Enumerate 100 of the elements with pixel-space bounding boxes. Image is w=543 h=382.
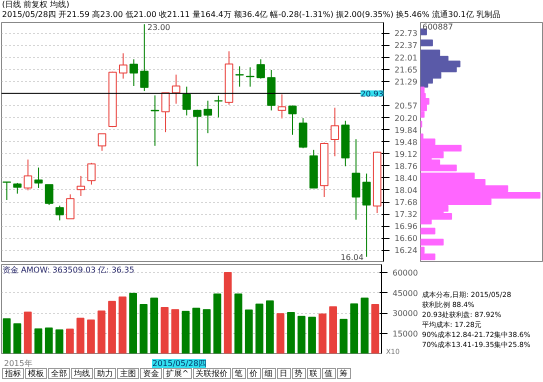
candlestick — [130, 58, 138, 87]
bar — [34, 328, 42, 354]
y-tick-label: 17.32 — [394, 210, 418, 220]
candlestick — [193, 109, 202, 167]
y-tick-label: 15000 — [392, 329, 418, 338]
bar — [171, 309, 180, 354]
bar — [98, 310, 106, 354]
text: 笔 — [232, 368, 246, 379]
bar — [118, 296, 126, 354]
chart-subtitle: 2015/05/28四 开21.59 高23.00 低21.00 收21.11 量164.4万 额36.4亿 幅-0.28(-1.31%) 振2.00(9.35%) 换5.46% 流通30.1亿 乳制品 — [2, 10, 500, 19]
bar — [44, 328, 53, 354]
candlestick — [330, 107, 340, 157]
bar — [329, 306, 337, 354]
y-tick-label: 19.12 — [394, 150, 418, 159]
bar — [244, 309, 253, 354]
candlestick — [161, 92, 170, 133]
ref-line-label: 20.93 — [360, 89, 384, 98]
bar — [129, 292, 137, 354]
y-tick-label: 16.96 — [394, 222, 418, 232]
text: 指标 — [2, 368, 24, 379]
text: 日 — [276, 368, 291, 379]
y-tick-label: 19.48 — [394, 138, 418, 147]
bar — [13, 323, 22, 354]
candlestick — [34, 167, 43, 188]
bar — [160, 307, 169, 354]
text: 扩展^ — [163, 368, 192, 379]
candlestick — [13, 182, 22, 194]
bar — [66, 328, 74, 354]
bar — [318, 313, 326, 354]
candlestick — [256, 58, 265, 80]
candlestick — [76, 175, 86, 196]
y-tick-label: 22.73 — [394, 29, 418, 38]
y-tick-label: 19.84 — [394, 126, 418, 135]
y-tick-label: 16.24 — [394, 246, 418, 256]
y-tick-label: 22.37 — [394, 41, 418, 50]
text: 筹 — [336, 368, 351, 379]
candlestick — [44, 184, 54, 206]
bar — [213, 294, 222, 354]
bar — [108, 300, 116, 354]
candlestick — [352, 138, 360, 220]
bar — [224, 272, 232, 354]
y-tick-label: 18.76 — [394, 162, 418, 171]
bar — [234, 294, 242, 354]
y-tick-label: 20.57 — [394, 101, 418, 110]
candlestick — [204, 100, 212, 134]
text: 势 — [292, 368, 306, 379]
text: 资金 — [140, 368, 162, 379]
chart-title: (日线 前复权 均线) — [2, 0, 70, 9]
text: 细 — [262, 368, 276, 379]
candlestick — [140, 24, 149, 92]
text: 价 — [246, 368, 261, 379]
text: 助力 — [94, 368, 116, 379]
bar — [340, 318, 348, 354]
bar — [192, 308, 200, 354]
candlestick — [118, 52, 128, 80]
y-tick-label: 45000 — [392, 288, 418, 298]
bar — [360, 298, 369, 354]
text: 全部 — [48, 368, 70, 379]
bar — [87, 320, 95, 354]
y-tick-label: 22.01 — [394, 53, 418, 62]
bar — [24, 312, 32, 354]
bar — [255, 304, 264, 354]
bar — [276, 313, 284, 354]
candlestick — [2, 181, 11, 200]
y-tick-label: 16.60 — [394, 234, 418, 244]
annotation: 23.00 — [147, 23, 170, 32]
bar — [140, 304, 148, 354]
annotation: 16.04 — [340, 252, 364, 262]
bar — [182, 310, 190, 354]
candlestick — [278, 94, 286, 119]
text: 关联报价 — [192, 368, 231, 379]
y-tick-label: 18.04 — [394, 186, 418, 195]
bar — [350, 303, 358, 354]
bar — [371, 304, 380, 354]
candlestick — [362, 173, 371, 258]
candlestick — [214, 95, 223, 118]
candlestick — [235, 66, 244, 88]
text: 值 — [322, 368, 336, 379]
bar — [2, 318, 11, 354]
bar — [298, 316, 306, 354]
candlestick — [87, 162, 96, 186]
annotation: 600887 — [422, 22, 454, 32]
bar — [150, 298, 158, 354]
bar — [420, 228, 436, 234]
bar — [55, 329, 64, 354]
text: 均线 — [71, 368, 93, 379]
candlestick — [182, 86, 191, 116]
candlestick — [55, 205, 64, 221]
candlestick — [66, 194, 74, 220]
bar — [202, 309, 211, 354]
text: 2015年 — [4, 359, 32, 368]
y-tick-label: 17.68 — [394, 198, 418, 207]
y-tick-label: 18.40 — [394, 174, 418, 183]
bar — [420, 40, 433, 46]
text: 2015/05/28四 — [152, 359, 206, 368]
bar — [76, 318, 84, 354]
candlestick — [98, 133, 106, 152]
bar — [308, 316, 316, 354]
candlestick — [172, 74, 180, 104]
text: 联 — [306, 368, 321, 379]
